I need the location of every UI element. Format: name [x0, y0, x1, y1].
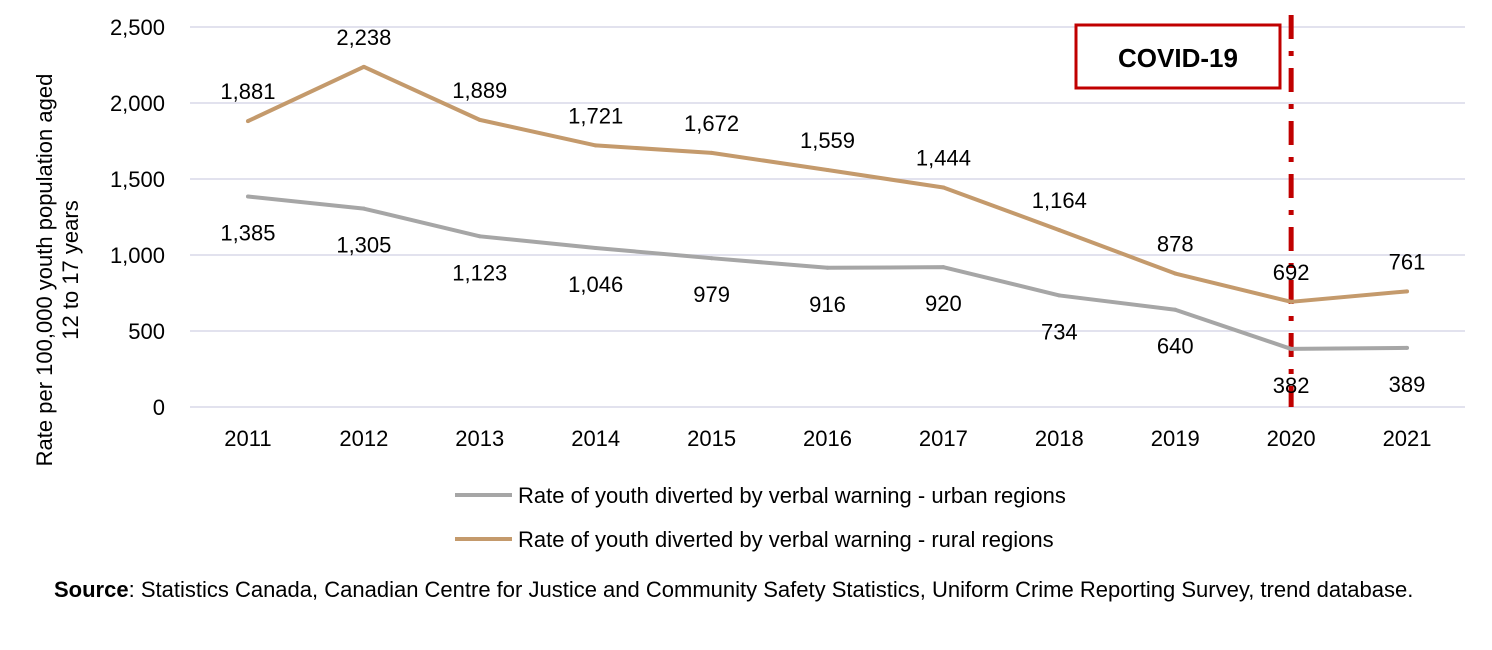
data-label: 1,046	[568, 272, 623, 297]
data-label: 920	[925, 291, 962, 316]
y-tick-label: 500	[128, 319, 165, 344]
x-tick-label: 2018	[1035, 426, 1084, 451]
data-label: 640	[1157, 334, 1194, 359]
line-chart: 0 500 1,000 1,500 2,000 2,500 2011 2012 2013 2014…	[32, 15, 1465, 552]
data-point	[709, 256, 714, 261]
data-point	[361, 206, 366, 211]
data-point	[1405, 345, 1410, 350]
source-note: Source: Statistics Canada, Canadian Cent…	[54, 576, 1454, 604]
data-label: 692	[1273, 260, 1310, 285]
x-tick-label: 2015	[687, 426, 736, 451]
source-text: : Statistics Canada, Canadian Centre for…	[128, 577, 1414, 602]
data-point	[941, 185, 946, 190]
data-point	[1405, 289, 1410, 294]
data-point	[245, 119, 250, 124]
y-axis-label: Rate per 100,000 youth population aged12…	[32, 74, 83, 467]
data-point	[941, 265, 946, 270]
data-label: 1,889	[452, 78, 507, 103]
data-label: 1,672	[684, 111, 739, 136]
legend-label: Rate of youth diverted by verbal warning…	[518, 483, 1066, 508]
covid-annotation-text: COVID-19	[1118, 43, 1238, 73]
data-label: 1,164	[1032, 188, 1087, 213]
data-point	[1289, 346, 1294, 351]
data-label: 878	[1157, 232, 1194, 257]
data-point	[825, 265, 830, 270]
data-label: 1,385	[220, 220, 275, 245]
covid-annotation-box	[1074, 23, 1282, 90]
data-point	[1057, 293, 1062, 298]
data-point	[709, 150, 714, 155]
data-point	[361, 64, 366, 69]
data-label: 1,881	[220, 79, 275, 104]
x-tick-label: 2014	[571, 426, 620, 451]
y-tick-label: 2,000	[110, 91, 165, 116]
source-label: Source	[54, 577, 129, 602]
data-label: 1,721	[568, 103, 623, 128]
data-label: 916	[809, 292, 846, 317]
data-label: 1,305	[336, 233, 391, 258]
data-label: 389	[1389, 372, 1426, 397]
data-label: 1,444	[916, 146, 971, 171]
data-label: 979	[693, 282, 730, 307]
data-point	[1173, 271, 1178, 276]
data-label: 382	[1273, 373, 1310, 398]
series-line-urban	[247, 194, 1408, 351]
x-tick-label: 2016	[803, 426, 852, 451]
data-point	[477, 234, 482, 239]
data-point	[593, 246, 598, 251]
data-label: 1,123	[452, 260, 507, 285]
x-tick-label: 2012	[339, 426, 388, 451]
x-tick-label: 2019	[1151, 426, 1200, 451]
data-point	[245, 194, 250, 199]
x-tick-label: 2021	[1383, 426, 1432, 451]
data-point	[825, 168, 830, 173]
data-point	[1057, 228, 1062, 233]
data-label: 2,238	[336, 25, 391, 50]
data-label: 734	[1041, 319, 1078, 344]
data-label: 1,559	[800, 128, 855, 153]
data-point	[1173, 307, 1178, 312]
y-tick-label: 1,000	[110, 243, 165, 268]
x-tick-label: 2017	[919, 426, 968, 451]
y-tick-label: 2,500	[110, 15, 165, 40]
x-tick-label: 2020	[1267, 426, 1316, 451]
y-tick-label: 1,500	[110, 167, 165, 192]
data-label: 761	[1389, 249, 1426, 274]
data-point	[1289, 299, 1294, 304]
data-point	[593, 143, 598, 148]
data-point	[477, 117, 482, 122]
x-tick-label: 2011	[224, 426, 271, 451]
x-tick-label: 2013	[455, 426, 504, 451]
legend-label: Rate of youth diverted by verbal warning…	[518, 527, 1054, 552]
y-tick-label: 0	[153, 395, 165, 420]
